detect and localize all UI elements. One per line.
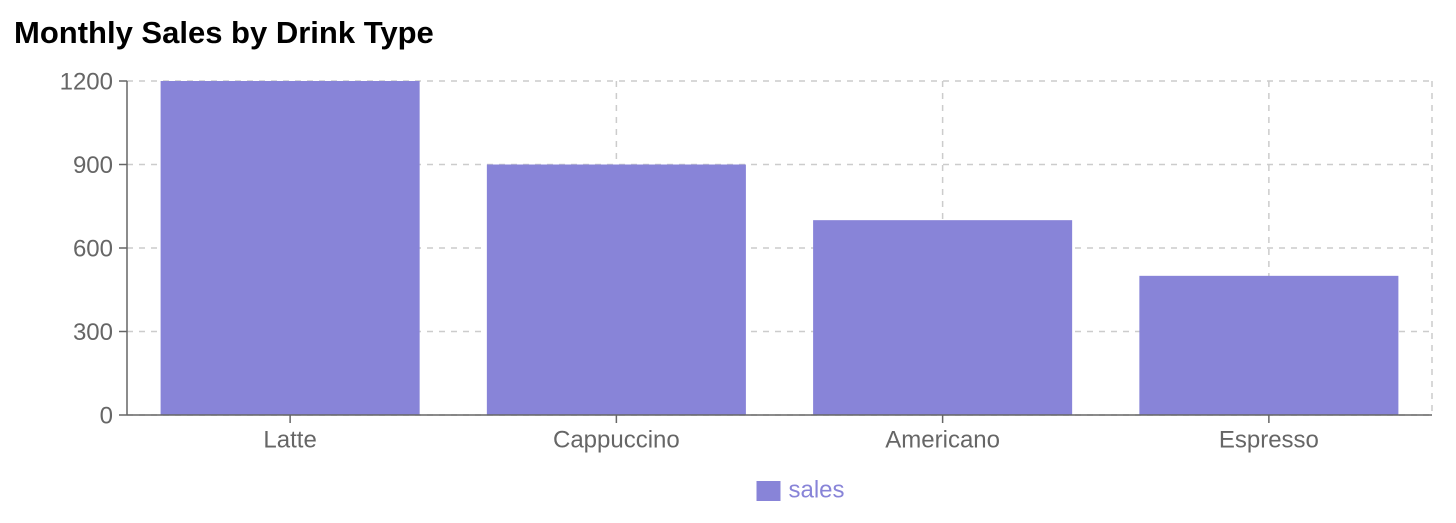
bar	[1139, 275, 1399, 415]
bar	[813, 220, 1073, 415]
x-tick-label: Americano	[885, 426, 1000, 453]
x-tick-label: Latte	[263, 426, 316, 453]
y-tick-label: 600	[73, 235, 113, 262]
bar	[160, 81, 420, 415]
bar	[486, 164, 746, 415]
y-tick-label: 0	[100, 402, 113, 429]
y-tick-label: 300	[73, 319, 113, 346]
x-tick-label: Cappuccino	[553, 426, 680, 453]
chart-title: Monthly Sales by Drink Type	[14, 15, 434, 50]
legend-swatch	[756, 481, 781, 501]
y-tick-label: 1200	[60, 68, 113, 95]
legend-label: sales	[789, 476, 845, 503]
y-tick-label: 900	[73, 152, 113, 179]
x-tick-label: Espresso	[1219, 426, 1319, 453]
